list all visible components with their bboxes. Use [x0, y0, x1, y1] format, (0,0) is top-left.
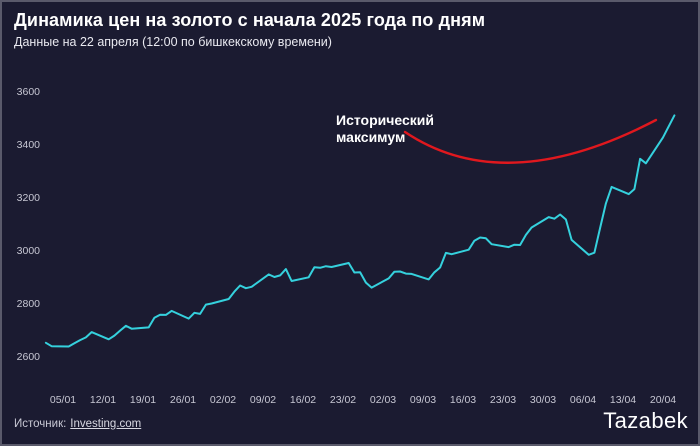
x-tick-label: 16/03 — [450, 394, 476, 406]
x-tick-label: 05/01 — [50, 394, 76, 406]
x-tick-label: 09/02 — [250, 394, 276, 406]
annotation-label: Исторический максимум — [336, 112, 434, 145]
source-label: Источник: — [14, 418, 67, 430]
tazabek-logo: Tazabek — [603, 408, 688, 433]
page-subtitle: Данные на 22 апреля (12:00 по бишкекском… — [14, 35, 332, 49]
annotation-line1: Исторический — [336, 112, 434, 128]
x-tick-label: 20/04 — [650, 394, 676, 406]
y-tick-label: 3200 — [17, 192, 41, 204]
y-tick-label: 3600 — [17, 86, 41, 98]
x-tick-label: 23/03 — [490, 394, 516, 406]
x-tick-label: 23/02 — [330, 394, 356, 406]
x-tick-label: 30/03 — [530, 394, 556, 406]
y-tick-label: 2800 — [17, 298, 41, 310]
y-axis-tick-labels: 2600 2800 3000 3200 3400 3600 — [17, 86, 41, 363]
source-link[interactable]: Investing.com — [70, 418, 142, 430]
x-tick-label: 02/03 — [370, 394, 396, 406]
y-tick-label: 3400 — [17, 139, 41, 151]
x-tick-label: 16/02 — [290, 394, 316, 406]
x-tick-label: 02/02 — [210, 394, 236, 406]
annotation-line2: максимум — [336, 128, 406, 145]
x-axis-tick-labels: 05/01 12/01 19/01 26/01 02/02 09/02 16/02 23/02… — [50, 394, 676, 406]
x-tick-label: 12/01 — [90, 394, 116, 406]
x-tick-label: 19/01 — [130, 394, 156, 406]
page-title: Динамика цен на золото с начала 2025 год… — [14, 10, 486, 30]
y-tick-label: 2600 — [17, 351, 41, 363]
source-line: Источник: Investing.com — [14, 418, 141, 430]
y-tick-label: 3000 — [17, 245, 41, 257]
x-tick-label: 06/04 — [570, 394, 596, 406]
annotation-arrow — [403, 118, 658, 164]
x-tick-label: 26/01 — [170, 394, 196, 406]
price-line — [44, 114, 676, 348]
x-tick-label: 09/03 — [410, 394, 436, 406]
x-tick-label: 13/04 — [610, 394, 636, 406]
